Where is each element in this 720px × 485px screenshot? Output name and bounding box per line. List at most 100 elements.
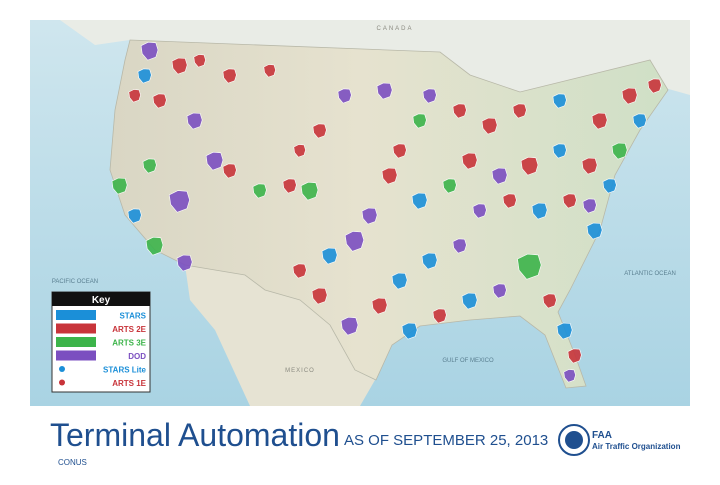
- facility-area: [337, 88, 352, 104]
- footer-date: AS OF SEPTEMBER 25, 2013: [344, 432, 548, 449]
- facility-area: [472, 203, 487, 219]
- facility-area: [252, 183, 267, 199]
- legend-label: STARS Lite: [103, 366, 147, 375]
- facility-area: [517, 253, 542, 280]
- map-label: ATLANTIC OCEAN: [624, 271, 676, 277]
- facility-area: [222, 163, 237, 179]
- facility-area: [442, 178, 457, 194]
- facility-area: [361, 207, 378, 225]
- facility-area: [611, 142, 628, 160]
- facility-area: [520, 156, 539, 176]
- facility-area: [556, 322, 573, 340]
- facility-area: [452, 238, 467, 254]
- legend: Key STARS ARTS 2E ARTS 3E DOD STARS Lite ARTS…: [51, 291, 151, 393]
- facility-area: [562, 193, 577, 209]
- facility-area: [376, 82, 393, 100]
- facility-area: [412, 113, 427, 129]
- facility-area: [263, 64, 276, 78]
- org-acronym: FAA: [592, 430, 612, 441]
- legend-dot: [59, 366, 65, 372]
- map-label: CANADA: [376, 26, 413, 32]
- legend-title: Key: [92, 295, 111, 306]
- facility-area: [586, 222, 603, 240]
- facility-area: [340, 316, 359, 336]
- legend-swatch: [56, 350, 96, 361]
- facility-area: [591, 112, 608, 130]
- facility-area: [292, 263, 307, 279]
- legend-header: [52, 292, 150, 306]
- facility-area: [344, 231, 365, 252]
- facility-area: [176, 254, 193, 272]
- facility-area: [127, 208, 142, 224]
- facility-area: [152, 93, 167, 109]
- facility-area: [311, 287, 328, 305]
- legend-dot: [59, 379, 65, 386]
- legend-label: ARTS 3E: [112, 339, 146, 348]
- footer-subtitle: CONUS: [58, 458, 87, 467]
- facility-area: [137, 68, 152, 84]
- facility-area: [432, 308, 447, 324]
- legend-swatch: [56, 323, 96, 334]
- facility-area: [421, 252, 438, 270]
- facility-area: [452, 103, 467, 119]
- legend-swatch: [56, 337, 96, 347]
- facility-area: [128, 89, 141, 103]
- facility-area: [371, 297, 388, 315]
- facility-area: [552, 93, 567, 109]
- facility-area: [321, 247, 338, 265]
- legend-swatch: [56, 310, 96, 320]
- facility-area: [312, 123, 327, 139]
- facility-area: [142, 158, 157, 174]
- facility-area: [282, 178, 297, 194]
- facility-area: [531, 202, 548, 220]
- map-label: MEXICO: [285, 368, 315, 374]
- facility-area: [111, 177, 128, 195]
- facility-area: [552, 143, 567, 159]
- facility-area: [502, 193, 517, 209]
- facility-area: [567, 348, 582, 364]
- facility-area: [582, 198, 597, 214]
- facility-area: [381, 167, 398, 185]
- map-label: GULF OF MEXICO: [442, 358, 494, 364]
- legend-label: ARTS 2E: [112, 325, 146, 334]
- facility-area: [391, 272, 408, 290]
- facility-area: [491, 167, 508, 185]
- facility-area: [293, 144, 306, 158]
- facility-area: [401, 322, 418, 340]
- legend-label: DOD: [128, 352, 146, 361]
- legend-label: ARTS 1E: [112, 379, 146, 388]
- facility-area: [563, 369, 576, 383]
- facility-area: [461, 292, 478, 310]
- footer-title: Terminal Automation: [50, 417, 340, 453]
- facility-area: [145, 236, 164, 256]
- facility-area: [171, 57, 188, 75]
- facility-area: [512, 103, 527, 119]
- canada-land: [60, 20, 690, 95]
- facility-area: [621, 87, 638, 105]
- faa-logo-inner: [565, 431, 583, 449]
- facility-area: [392, 143, 407, 159]
- facility-area: [193, 54, 206, 68]
- facility-area: [300, 181, 319, 201]
- facility-area: [581, 157, 598, 175]
- facility-area: [481, 117, 498, 135]
- facility-area: [632, 113, 647, 129]
- facility-area: [461, 152, 478, 170]
- facility-area: [186, 112, 203, 130]
- facility-area: [602, 178, 617, 194]
- facility-area: [222, 68, 237, 84]
- facility-area: [205, 151, 224, 171]
- mexico-land: [185, 265, 375, 406]
- org-name: Air Traffic Organization: [592, 442, 681, 451]
- facility-area: [647, 78, 662, 94]
- facility-area: [168, 190, 190, 213]
- facility-areas: [111, 41, 662, 383]
- facility-area: [422, 88, 437, 104]
- facility-area: [542, 293, 557, 309]
- map-label: PACIFIC OCEAN: [52, 279, 98, 285]
- facility-area: [140, 41, 159, 61]
- facility-area: [411, 192, 428, 210]
- facility-area: [492, 283, 507, 299]
- legend-label: STARS: [119, 312, 146, 321]
